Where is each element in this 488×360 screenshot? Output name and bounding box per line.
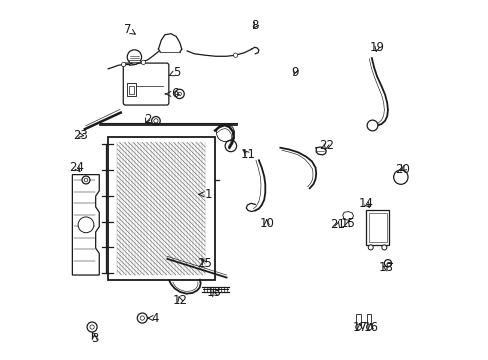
Text: 16: 16: [363, 320, 377, 333]
Circle shape: [121, 62, 125, 67]
Circle shape: [175, 89, 184, 99]
Circle shape: [393, 170, 407, 184]
Text: 18: 18: [378, 261, 393, 274]
Text: 6: 6: [165, 87, 178, 100]
Bar: [127, 83, 136, 96]
Bar: [129, 86, 134, 94]
Text: 5: 5: [169, 66, 180, 79]
Circle shape: [366, 120, 377, 131]
Bar: [107, 137, 215, 280]
Text: 4: 4: [148, 311, 159, 325]
Text: 20: 20: [395, 163, 409, 176]
Bar: [368, 213, 386, 242]
Text: 23: 23: [73, 129, 87, 142]
Circle shape: [366, 324, 371, 330]
Text: 7: 7: [124, 23, 135, 36]
Text: 10: 10: [259, 216, 274, 230]
Circle shape: [141, 60, 145, 64]
Text: 21: 21: [329, 218, 345, 231]
Text: 1: 1: [199, 188, 212, 201]
Bar: [366, 211, 388, 244]
Circle shape: [82, 176, 90, 184]
Text: 12: 12: [172, 294, 187, 307]
FancyBboxPatch shape: [123, 63, 168, 105]
Circle shape: [78, 217, 94, 233]
Bar: [129, 60, 140, 62]
Text: 15: 15: [340, 217, 354, 230]
Text: 9: 9: [290, 66, 298, 79]
Circle shape: [137, 313, 147, 323]
Text: 25: 25: [197, 257, 211, 270]
Text: 13: 13: [206, 287, 221, 300]
Bar: [356, 315, 360, 327]
Text: 2: 2: [143, 113, 151, 126]
Text: 11: 11: [240, 148, 255, 161]
Text: 3: 3: [91, 332, 98, 345]
Text: 24: 24: [69, 161, 84, 174]
Circle shape: [367, 245, 372, 250]
Circle shape: [87, 322, 97, 332]
Text: 19: 19: [369, 41, 384, 54]
Text: 14: 14: [358, 197, 373, 210]
Circle shape: [355, 324, 361, 330]
Bar: [366, 315, 371, 327]
Text: 8: 8: [251, 19, 259, 32]
Circle shape: [127, 50, 142, 64]
Text: 17: 17: [352, 320, 366, 333]
Circle shape: [233, 53, 237, 57]
Polygon shape: [72, 175, 99, 275]
Text: 22: 22: [318, 139, 333, 152]
Circle shape: [381, 245, 386, 250]
Circle shape: [384, 260, 391, 267]
